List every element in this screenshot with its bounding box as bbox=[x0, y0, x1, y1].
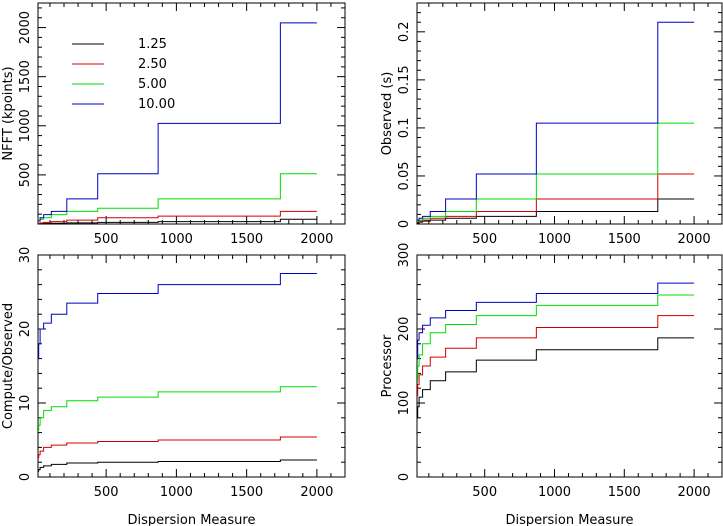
y-tick-label: 0 bbox=[18, 473, 33, 481]
legend-label-2: 5.00 bbox=[138, 77, 167, 92]
series-line-3 bbox=[417, 282, 695, 360]
y-tick-label: 10 bbox=[18, 395, 33, 412]
series-line-0 bbox=[417, 198, 695, 224]
y-tick-label: 0.15 bbox=[397, 65, 412, 94]
x-tick-label: 500 bbox=[472, 485, 497, 500]
y-axis-label: Observed (s) bbox=[380, 72, 395, 156]
x-tick-label: 1500 bbox=[230, 485, 263, 500]
panel-nfft: 500 1000 1500 2000 500 1000 1500 2000 NFFT (kpoi… bbox=[1, 2, 346, 247]
y-axis-label: Processor bbox=[380, 334, 395, 397]
y-tick-label: 100 bbox=[397, 391, 412, 416]
y-tick-label: 300 bbox=[397, 243, 412, 268]
series-line-3 bbox=[38, 273, 317, 360]
x-tick-label: 2000 bbox=[300, 485, 333, 500]
x-tick-label: 1000 bbox=[538, 485, 571, 500]
y-tick-label: 1500 bbox=[18, 60, 33, 93]
y-tick-label: 0.1 bbox=[397, 118, 412, 139]
series-line-0 bbox=[38, 459, 317, 472]
series-line-3 bbox=[38, 22, 317, 222]
x-tick-label: 2000 bbox=[300, 232, 333, 247]
y-axis-label: Compute/Observed bbox=[1, 303, 16, 429]
legend-label-3: 10.00 bbox=[138, 97, 175, 112]
series-line-1 bbox=[417, 173, 695, 223]
y-tick-label: 200 bbox=[397, 317, 412, 342]
plot-frame bbox=[37, 2, 346, 225]
x-tick-label: 500 bbox=[94, 485, 119, 500]
y-tick-label: 0 bbox=[397, 220, 412, 228]
series-line-2 bbox=[417, 294, 695, 382]
x-tick-label: 2000 bbox=[678, 485, 711, 500]
panel-observed: 500 1000 1500 2000 0 0.05 0.1 0.15 0.2 Observed (… bbox=[380, 2, 723, 247]
y-tick-label: 1000 bbox=[18, 109, 33, 142]
legend-label-0: 1.25 bbox=[138, 37, 167, 52]
y-axis-label: NFFT (kpoints) bbox=[1, 66, 16, 160]
series-line-1 bbox=[38, 210, 317, 224]
plot-frame bbox=[416, 254, 723, 478]
series-line-2 bbox=[38, 386, 317, 431]
x-tick-label: 1000 bbox=[160, 232, 193, 247]
y-tick-label: 2000 bbox=[18, 11, 33, 44]
y-tick-label: 0.05 bbox=[397, 161, 412, 190]
y-tick-label: 500 bbox=[18, 162, 33, 187]
legend-label-1: 2.50 bbox=[138, 57, 167, 72]
x-tick-label: 2000 bbox=[678, 232, 711, 247]
panel-compute-observed: 500 1000 1500 2000 0 10 20 30 Compute/Observed Di… bbox=[1, 247, 346, 526]
y-tick-label: 0.2 bbox=[397, 21, 412, 42]
panel-processor: 500 1000 1500 2000 0 100 200 300 Processor Disper… bbox=[380, 243, 723, 526]
x-tick-label: 1500 bbox=[608, 485, 641, 500]
series-line-2 bbox=[417, 122, 695, 222]
series-line-0 bbox=[417, 337, 695, 419]
y-tick-label: 0 bbox=[397, 473, 412, 481]
series-line-1 bbox=[417, 315, 695, 397]
y-tick-label: 20 bbox=[18, 321, 33, 338]
series-line-3 bbox=[417, 21, 695, 221]
plot-frame bbox=[416, 2, 723, 225]
x-tick-label: 500 bbox=[94, 232, 119, 247]
series-line-1 bbox=[38, 436, 317, 459]
x-tick-label: 1000 bbox=[538, 232, 571, 247]
x-tick-label: 1000 bbox=[160, 485, 193, 500]
y-tick-label: 30 bbox=[18, 247, 33, 264]
x-axis-label: Dispersion Measure bbox=[506, 513, 634, 526]
x-tick-label: 1500 bbox=[608, 232, 641, 247]
x-axis-label: Dispersion Measure bbox=[128, 513, 256, 526]
series-line-2 bbox=[38, 173, 317, 222]
x-tick-label: 1500 bbox=[230, 232, 263, 247]
plot-frame bbox=[37, 254, 346, 478]
series-line-0 bbox=[38, 218, 317, 224]
x-tick-label: 500 bbox=[472, 232, 497, 247]
